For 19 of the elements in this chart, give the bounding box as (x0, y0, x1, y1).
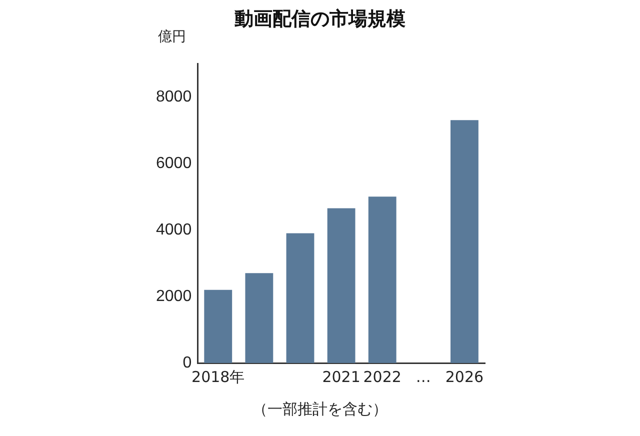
text: （一部推計を含む） (252, 400, 388, 419)
bar (327, 208, 356, 363)
bar (368, 196, 396, 363)
x-tick-label: 2021 (322, 368, 360, 386)
x-tick-label: … (416, 368, 431, 386)
x-tick-label: 2018年 (192, 368, 245, 386)
y-tick-label: 6000 (156, 154, 192, 172)
y-tick-label: 4000 (156, 221, 192, 238)
bar (286, 233, 314, 363)
y-axis-title: 億円 (158, 28, 186, 46)
x-tick-label: 2022 (363, 368, 402, 386)
bar (204, 290, 232, 363)
y-tick-label: 0 (182, 354, 192, 372)
x-tick-label: 2026 (445, 368, 484, 386)
y-tick-label: 8000 (156, 88, 192, 106)
chart-title: 動画配信の市場規模 (234, 8, 406, 30)
bar (450, 120, 478, 363)
y-tick-label: 2000 (156, 288, 192, 305)
bar (245, 273, 274, 363)
